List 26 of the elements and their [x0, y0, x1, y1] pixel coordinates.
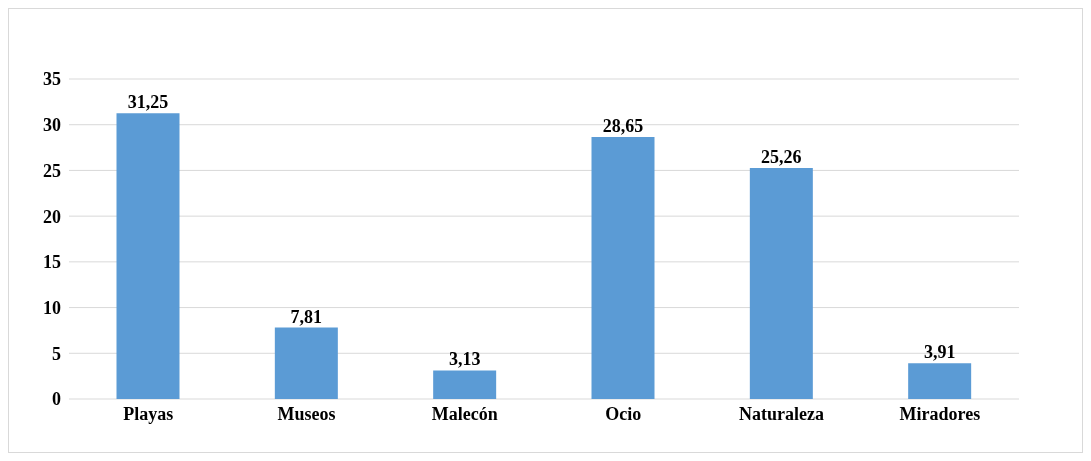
x-tick-label: Naturaleza: [739, 403, 824, 424]
data-label: 31,25: [127, 92, 169, 113]
bar: [908, 363, 972, 399]
data-label: 3,91: [923, 342, 956, 363]
data-label: 28,65: [602, 116, 644, 137]
x-tick-label: Ocio: [605, 403, 642, 424]
y-tick-label: 5: [52, 343, 61, 364]
x-tick-label: Miradores: [899, 403, 981, 424]
data-label: 3,13: [448, 349, 481, 370]
bar: [433, 370, 497, 399]
bar: [591, 137, 655, 399]
y-tick-label: 30: [43, 115, 61, 136]
bar: [749, 168, 813, 399]
y-tick-label: 0: [52, 389, 61, 410]
y-tick-label: 25: [43, 160, 61, 181]
y-tick-label: 35: [43, 69, 61, 90]
y-tick-label: 15: [43, 252, 61, 273]
x-tick-label: Museos: [277, 403, 336, 424]
x-tick-label: Malecón: [431, 403, 498, 424]
bar: [274, 327, 338, 399]
y-tick-label: 10: [43, 297, 61, 318]
data-label: 25,26: [761, 147, 802, 168]
bar: [116, 113, 180, 399]
data-label: 7,81: [290, 306, 323, 327]
x-tick-label: Playas: [123, 403, 174, 424]
y-tick-label: 20: [43, 206, 61, 227]
